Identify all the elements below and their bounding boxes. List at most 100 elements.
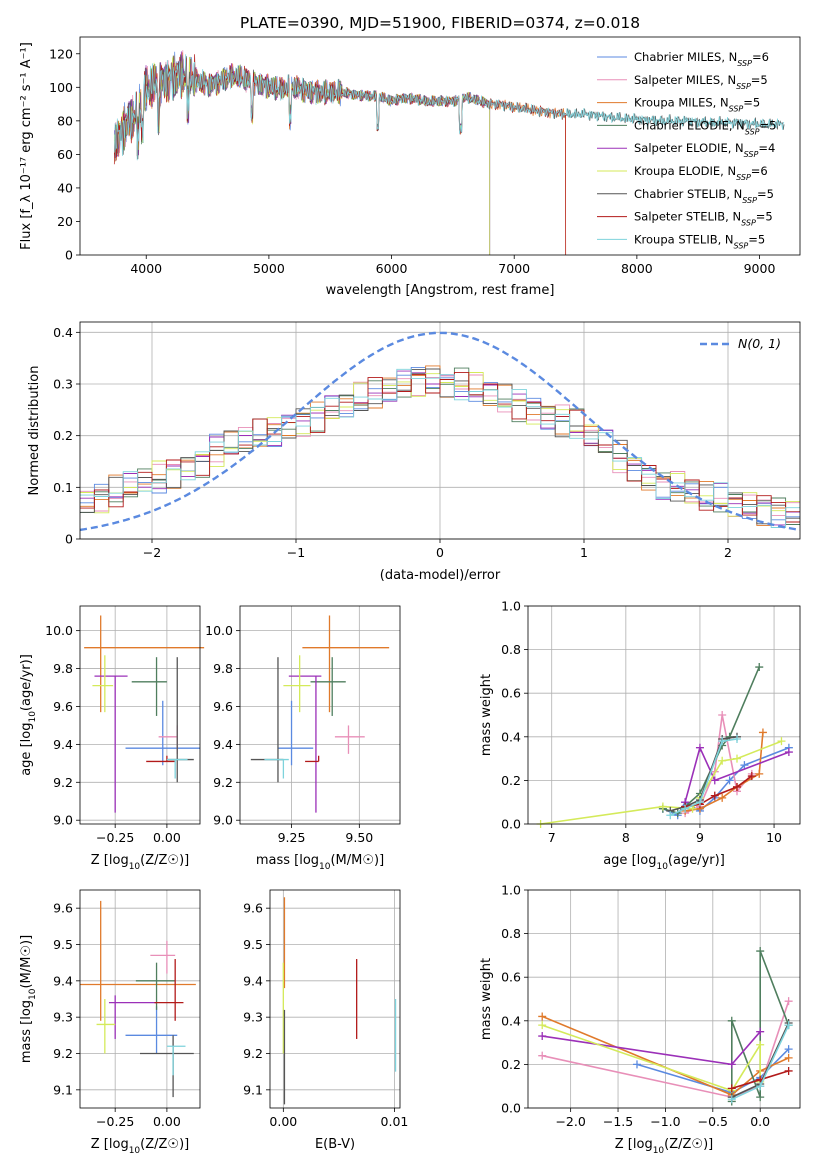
age-vs-mass-panel: 9.25 9.50 9.0 9.2 9.4 9.6 9.8 10.0 mass [log10(M… xyxy=(205,605,401,872)
residuals-xlabel: (data-model)/error xyxy=(380,568,501,583)
massweight-vs-age-ylabel: mass weight xyxy=(479,674,494,756)
residuals-frame xyxy=(79,321,801,540)
mass-vs-ebv-xlabel: E(B-V) xyxy=(315,1137,355,1152)
massweight-vs-z-marker-7 xyxy=(727,1084,736,1093)
legend-entry-end: =5 xyxy=(748,232,765,246)
age-vs-mass-xlabel-main: mass [log xyxy=(256,853,319,868)
residuals-hist-8 xyxy=(80,368,800,528)
spectrum-ytick-label: 80 xyxy=(57,113,73,128)
age-vs-z-ylabel-end: (age/yr)] xyxy=(19,654,34,711)
figure-title: PLATE=0390, MJD=51900, FIBERID=0374, z=0… xyxy=(240,14,640,32)
spectrum-xtick-label: 9000 xyxy=(744,261,776,276)
residuals-xtick-label: −2 xyxy=(143,545,161,560)
massweight-vs-age-marker-8 xyxy=(666,811,675,820)
legend-entry-main: Kroupa STELIB, N xyxy=(634,232,734,246)
mass-vs-z-ytick-label: 9.6 xyxy=(53,901,73,916)
legend-entry-7: Salpeter STELIB, NSSP=5 xyxy=(634,210,773,228)
massweight-vs-age-marker-0 xyxy=(740,761,749,770)
mass-vs-z-ylabel-sub: 10 xyxy=(28,988,38,1000)
massweight-vs-age-xtick-label: 9 xyxy=(696,830,704,845)
mass-vs-ebv-errorbars xyxy=(282,897,397,1105)
massweight-vs-age-xtick-label: 8 xyxy=(622,830,630,845)
massweight-vs-z-series-2 xyxy=(541,1015,789,1096)
mass-vs-z-xlabel-sub: 10 xyxy=(129,1146,141,1156)
massweight-vs-age-marker-5 xyxy=(718,756,727,765)
massweight-vs-age-xlabel: age [log10(age/yr)] xyxy=(603,853,725,872)
legend-entry-6: Chabrier STELIB, NSSP=5 xyxy=(634,187,774,205)
massweight-vs-z-ytick-label: 0.8 xyxy=(501,926,521,941)
age-vs-mass-ytick-label: 10.0 xyxy=(205,623,233,638)
massweight-vs-z-marker-8 xyxy=(727,1095,736,1104)
spectrum-xtick-label: 7000 xyxy=(498,261,530,276)
residuals-ytick-label: 0.1 xyxy=(53,480,73,495)
residuals-xtick-label: 1 xyxy=(580,545,588,560)
massweight-vs-age-series-4 xyxy=(684,745,790,803)
residuals-ytick-label: 0.4 xyxy=(53,325,73,340)
massweight-vs-z-marker-2 xyxy=(538,1012,547,1021)
massweight-vs-age-marker-2 xyxy=(755,769,764,778)
massweight-vs-age-marker-4 xyxy=(784,748,793,757)
massweight-vs-age-frame xyxy=(527,605,801,825)
mass-vs-z-xlabel-main: Z [log xyxy=(91,1137,129,1152)
spectrum-xtick-label: 4000 xyxy=(130,261,162,276)
massweight-vs-z-marker-8 xyxy=(784,1021,793,1030)
age-vs-z-xtick-label: 0.00 xyxy=(153,830,181,845)
legend-entry-sub: SSP xyxy=(729,104,744,113)
massweight-vs-z-marker-4 xyxy=(727,1060,736,1069)
spectrum-ylabel: Flux [f_λ 10⁻¹⁷ erg cm⁻² s⁻¹ A⁻¹] xyxy=(19,42,34,250)
mass-vs-z-ytick-label: 9.3 xyxy=(53,1010,73,1025)
spectrum-series-8 xyxy=(113,54,785,161)
spectrum-lines xyxy=(113,50,785,255)
legend-entry-end: =6 xyxy=(752,50,769,64)
legend-entry-main: Kroupa ELODIE, N xyxy=(634,164,736,178)
massweight-vs-z-ytick-label: 1.0 xyxy=(501,883,521,898)
spectrum-xtick-label: 8000 xyxy=(621,261,653,276)
mass-vs-z-ylabel-end: (M/M☉)] xyxy=(19,935,34,989)
massweight-vs-z-marker-8 xyxy=(756,1082,765,1091)
age-vs-z-ytick-label: 9.6 xyxy=(53,699,73,714)
massweight-vs-z-xtick-label: −1.0 xyxy=(650,1114,680,1129)
massweight-vs-z-ytick-label: 0.0 xyxy=(501,1101,521,1116)
residuals-legend-label: N(0, 1) xyxy=(738,336,781,351)
legend-entry-sub: SSP xyxy=(745,127,760,136)
residuals-panel: −2 −1 0 1 2 0 0.1 0.2 0.3 0.4 (data-model)/error No… xyxy=(27,321,801,583)
legend-entry-end: =5 xyxy=(757,187,774,201)
massweight-vs-z-xlabel-main: Z [log xyxy=(615,1137,653,1152)
spectrum-ytick-label: 20 xyxy=(57,214,73,229)
massweight-vs-z-marker-0 xyxy=(784,1045,793,1054)
age-vs-z-ytick-label: 9.2 xyxy=(53,775,73,790)
legend-entry-sub: SSP xyxy=(736,173,751,182)
spectrum-xtick-label: 5000 xyxy=(253,261,285,276)
massweight-vs-z-series-0 xyxy=(636,1048,790,1094)
mass-vs-ebv-ytick-label: 9.5 xyxy=(243,937,263,952)
mass-vs-ebv-panel: 0.00 0.01 9.1 9.2 9.3 9.4 9.5 9.6 E(B-V) xyxy=(243,889,408,1152)
spectrum-xlabel: wavelength [Angstrom, rest frame] xyxy=(326,283,555,298)
massweight-vs-z-xtick-label: −2.0 xyxy=(555,1114,585,1129)
massweight-vs-z-marker-3 xyxy=(727,1016,736,1025)
massweight-vs-age-marker-7 xyxy=(710,791,719,800)
mass-vs-z-panel: −0.25 0.009.19.29.39.49.59.6Z [log10(Z/Z☉… xyxy=(19,889,201,1156)
mass-vs-ebv-frame xyxy=(269,889,401,1109)
massweight-vs-age-marker-5 xyxy=(733,754,742,763)
mass-vs-z-frame xyxy=(79,889,201,1109)
residuals-steps xyxy=(80,365,800,528)
spectrum-ytick-label: 0 xyxy=(65,248,73,263)
massweight-vs-z-series-1 xyxy=(542,1000,790,1098)
age-vs-z-xlabel-sub: 10 xyxy=(129,862,141,872)
massweight-vs-z-marker-2 xyxy=(784,1053,793,1062)
mass-vs-ebv-ytick-label: 9.6 xyxy=(243,901,263,916)
massweight-vs-z-marker-3 xyxy=(756,1093,765,1102)
legend-entry-main: Salpeter MILES, N xyxy=(634,73,736,87)
legend-entry-4: Salpeter ELODIE, NSSP=4 xyxy=(634,141,775,159)
massweight-vs-z-lines xyxy=(538,947,793,1106)
age-vs-z-ytick-label: 9.0 xyxy=(53,813,73,828)
massweight-vs-age-ytick-label: 0.2 xyxy=(501,773,521,788)
massweight-vs-age-series-3 xyxy=(662,666,760,814)
legend-entry-main: Chabrier MILES, N xyxy=(634,50,737,64)
age-vs-z-xtick-label: −0.25 xyxy=(96,830,134,845)
mass-vs-ebv-ytick-label: 9.4 xyxy=(243,973,263,988)
massweight-vs-z-xtick-label: −0.5 xyxy=(698,1114,728,1129)
legend-entry-main: Salpeter STELIB, N xyxy=(634,210,741,224)
massweight-vs-age-ytick-label: 0.8 xyxy=(501,642,521,657)
